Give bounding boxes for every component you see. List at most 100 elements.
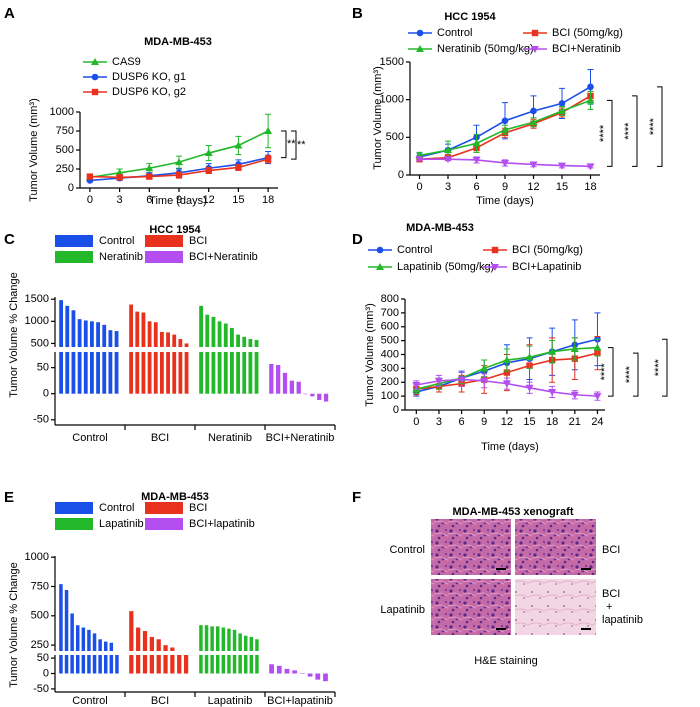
bar-upper-part [184, 343, 189, 347]
bar-lower-part [59, 655, 63, 674]
legend-label: BCI [189, 235, 207, 247]
panel-label: B [352, 5, 363, 22]
marker [480, 364, 489, 372]
significance-bracket [607, 99, 613, 167]
x-axis-label: Time (days) [149, 195, 207, 207]
bar [310, 393, 315, 397]
bar-upper-part [64, 590, 69, 651]
legend-swatch [145, 518, 183, 530]
y-tick-label: 250 [31, 639, 49, 651]
bar-lower-part [223, 352, 228, 394]
bar-upper-part [71, 310, 76, 347]
bar-lower-part [183, 655, 189, 674]
bar-lower-part [141, 352, 146, 394]
significance-label: **** [653, 358, 665, 376]
bar-upper-part [216, 626, 220, 651]
bar [317, 393, 322, 400]
bar-lower-part [71, 352, 76, 394]
marker [444, 156, 452, 164]
bar-lower-part [153, 352, 158, 394]
x-tick-label: 12 [501, 416, 513, 428]
marker [529, 118, 538, 126]
bar-lower-part [77, 352, 82, 394]
significance-bracket [662, 338, 668, 397]
x-tick-label: 3 [117, 194, 123, 206]
marker [586, 96, 595, 104]
bar-upper-part [136, 627, 141, 651]
y-tick-label: 1500 [25, 293, 49, 305]
marker [491, 246, 499, 254]
y-axis-label: Tumor Volume (mm³) [28, 98, 40, 202]
bar-lower-part [217, 352, 222, 394]
bar-upper-part [217, 321, 222, 347]
bar-upper-part [163, 645, 168, 651]
bar-lower-part [147, 352, 152, 394]
y-tick-label: 0 [393, 404, 399, 416]
marker [472, 156, 481, 164]
bar-lower-part [254, 352, 259, 394]
bar-lower-part [92, 655, 97, 674]
x-axis-label: Time (days) [476, 195, 534, 207]
caption: H&E staining [474, 655, 538, 667]
panel-label: E [4, 489, 14, 506]
significance-bracket [291, 130, 297, 160]
bar-upper-part [242, 336, 247, 347]
legend-swatch [55, 518, 93, 530]
significance-bracket [281, 130, 287, 159]
marker [116, 174, 123, 181]
x-tick-label: 3 [445, 181, 451, 193]
x-tick-label: 18 [262, 194, 274, 206]
bar-upper-part [204, 625, 209, 651]
marker [416, 45, 424, 52]
bar-upper-part [104, 641, 108, 651]
bar-lower-part [102, 352, 107, 394]
bar-lower-part [129, 655, 134, 674]
marker [264, 155, 272, 163]
bar-lower-part [221, 655, 226, 674]
bar-upper-part [166, 332, 170, 347]
bar-lower-part [142, 655, 148, 674]
x-tick-label: 15 [232, 194, 244, 206]
marker [264, 127, 273, 134]
y-tick-label: 1000 [50, 106, 74, 118]
legend-label: DUSP6 KO, g2 [112, 86, 186, 98]
bar-lower-part [205, 352, 210, 394]
bar-upper-part [83, 320, 88, 347]
x-tick-label: 6 [473, 181, 479, 193]
y-tick-label: 500 [31, 610, 49, 622]
y-tick-label: 750 [56, 125, 74, 137]
marker [91, 58, 99, 65]
bar-upper-part [96, 322, 100, 347]
marker [146, 173, 153, 180]
row-label: Lapatinib [380, 604, 425, 616]
y-axis-label: Tumor Volume (mm³) [364, 303, 376, 407]
legend-swatch [55, 251, 93, 263]
y-tick-label: 100 [381, 390, 399, 402]
bar-upper-part [244, 635, 248, 651]
bar [282, 372, 288, 394]
marker [175, 158, 183, 166]
bar [307, 673, 313, 677]
bar [284, 668, 290, 674]
y-tick-label: 500 [381, 335, 399, 347]
legend-label: Neratinib (50mg/kg) [437, 43, 534, 55]
significance-label: **** [623, 122, 635, 140]
x-tick-label: BCI+Neratinib [266, 432, 335, 444]
bar-lower-part [255, 655, 259, 674]
bar-upper-part [205, 314, 210, 347]
bar [269, 363, 274, 394]
bar-upper-part [147, 321, 152, 347]
panel-label: C [4, 231, 15, 248]
bar-lower-part [160, 352, 164, 394]
legend-label: Control [397, 244, 432, 256]
bar-lower-part [163, 655, 168, 674]
bar-lower-part [211, 352, 216, 394]
x-tick-label: 9 [176, 194, 182, 206]
marker [444, 146, 452, 154]
bar [296, 381, 301, 394]
y-tick-label: 300 [381, 362, 399, 374]
bar-lower-part [248, 352, 253, 394]
marker [525, 353, 534, 361]
y-tick-label: 0 [68, 182, 74, 194]
